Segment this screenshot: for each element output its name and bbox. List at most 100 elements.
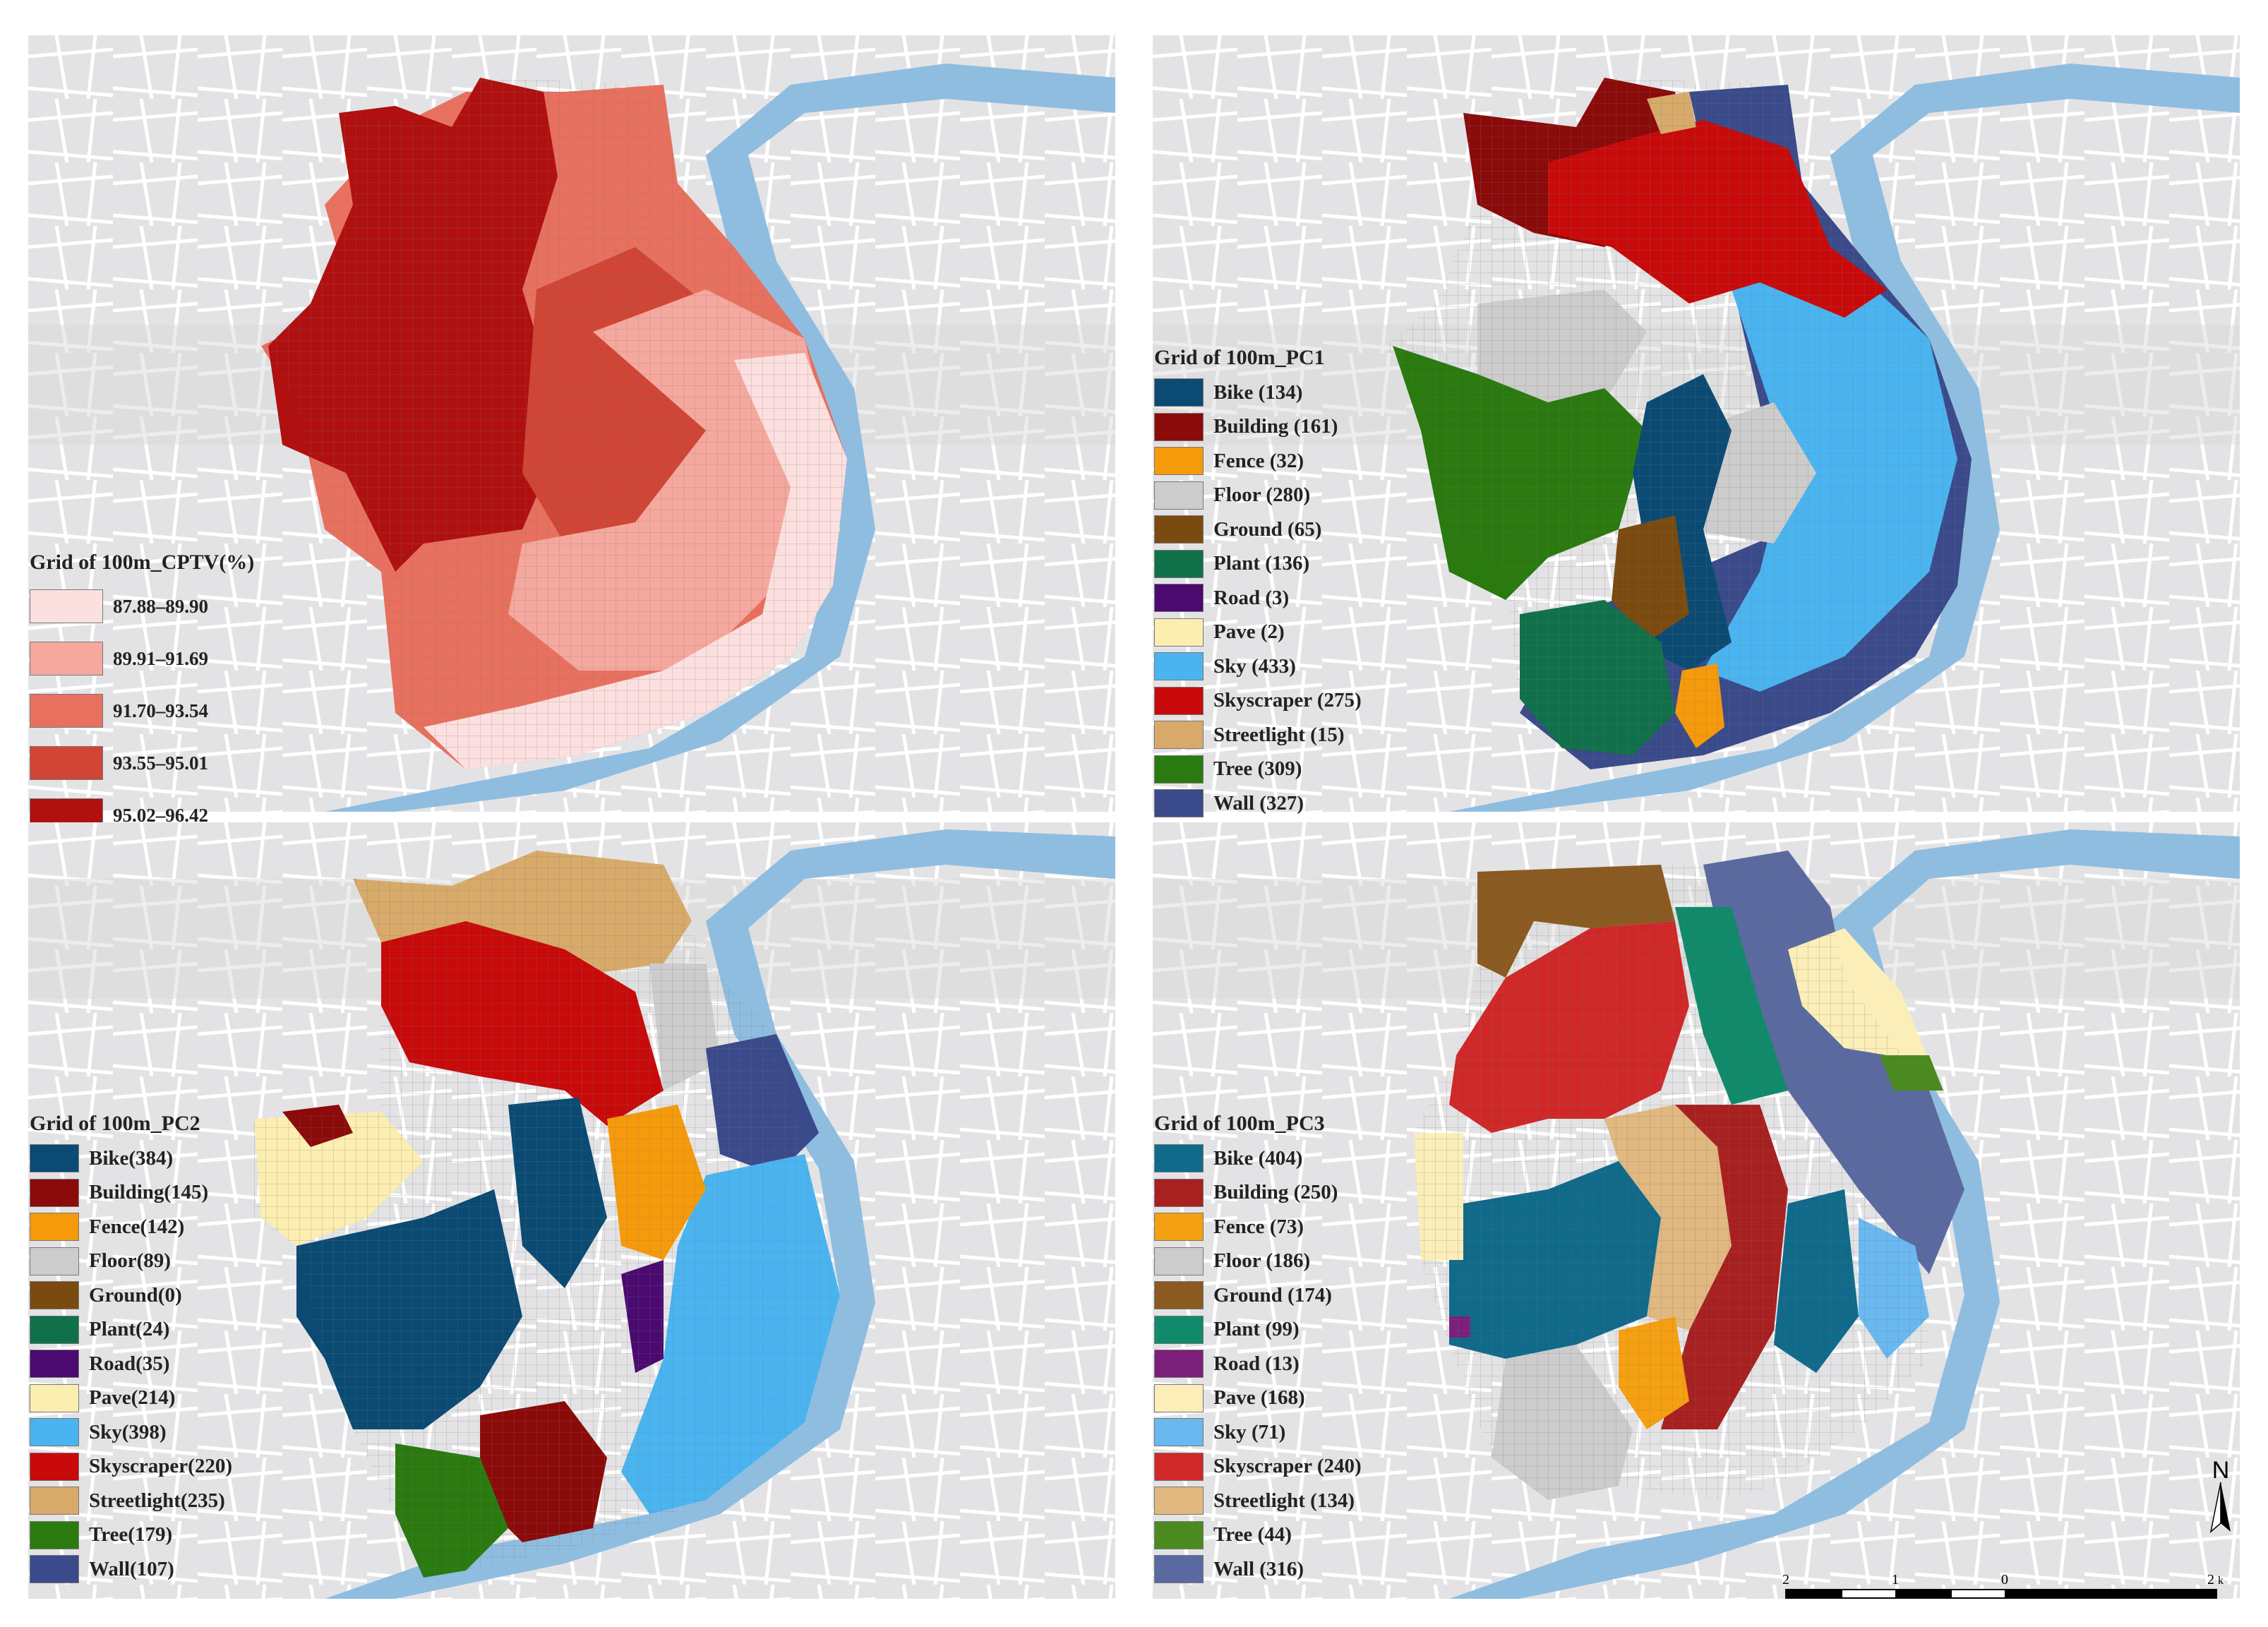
legend-item: Building (250)	[1154, 1176, 1362, 1211]
legend-item: Building (161)	[1154, 410, 1362, 445]
legend-item: Streetlight(235)	[30, 1484, 232, 1518]
legend-item: Wall (327)	[1154, 786, 1362, 821]
legend-label: Building(145)	[89, 1181, 209, 1204]
legend-item: Plant (136)	[1154, 547, 1362, 582]
legend-label: Pave (168)	[1213, 1386, 1305, 1410]
legend-swatch	[30, 746, 103, 780]
legend-label: Plant (136)	[1213, 552, 1310, 575]
legend-label: Wall (316)	[1213, 1557, 1304, 1580]
legend-swatch	[30, 1418, 79, 1447]
legend-item: Sky (71)	[1154, 1415, 1362, 1450]
map-pc2	[28, 822, 1115, 1599]
legend-item: Sky (433)	[1154, 649, 1362, 684]
legend-pc2: Grid of 100m_PC2 Bike(384) Building(145)…	[30, 1112, 232, 1587]
legend-swatch	[1154, 549, 1204, 578]
scale-tick-label: 0	[2001, 1572, 2008, 1587]
legend-item: Fence (73)	[1154, 1210, 1362, 1244]
legend-label: Building (250)	[1213, 1181, 1338, 1204]
legend-swatch	[1154, 1213, 1204, 1242]
legend-swatch	[30, 1350, 79, 1379]
legend-label: Bike (404)	[1213, 1146, 1303, 1170]
legend-pc1: Grid of 100m_PC1 Bike (134) Building (16…	[1154, 346, 1362, 821]
legend-swatch	[1154, 584, 1204, 613]
legend-swatch	[30, 1520, 79, 1549]
legend-item: Bike (134)	[1154, 376, 1362, 410]
legend-swatch	[1154, 618, 1204, 647]
legend-swatch	[1154, 412, 1204, 441]
legend-item: 89.91–91.69	[30, 632, 254, 685]
legend-label: Tree(179)	[89, 1523, 173, 1547]
legend-item: Streetlight (134)	[1154, 1484, 1362, 1518]
legend-swatch	[1154, 789, 1204, 818]
legend-item: 91.70–93.54	[30, 685, 254, 737]
legend-label: Fence(142)	[89, 1215, 185, 1238]
legend-label: Ground (174)	[1213, 1283, 1332, 1307]
scale-tick-label: 1	[1892, 1572, 1899, 1587]
legend-pc3: Grid of 100m_PC3 Bike (404) Building (25…	[1154, 1112, 1362, 1587]
legend-item: Floor (186)	[1154, 1244, 1362, 1279]
map-panel-pc3: Grid of 100m_PC3 Bike (404) Building (25…	[1153, 822, 2240, 1599]
legend-swatch	[1154, 1418, 1204, 1447]
legend-label: Pave(214)	[89, 1386, 176, 1410]
legend-label: Skyscraper (275)	[1213, 689, 1362, 712]
legend-swatch	[1154, 1383, 1204, 1412]
legend-swatch	[1154, 1487, 1204, 1515]
legend-item: Ground (65)	[1154, 512, 1362, 547]
legend-swatch	[1154, 1452, 1204, 1481]
legend-label: Road(35)	[89, 1352, 170, 1375]
legend-label: Skyscraper (240)	[1213, 1455, 1362, 1478]
legend-item: Building(145)	[30, 1176, 232, 1211]
legend-label: Tree (309)	[1213, 757, 1302, 781]
legend-label: Streetlight (15)	[1213, 723, 1345, 746]
legend-label: Fence (73)	[1213, 1215, 1304, 1238]
legend-swatch	[30, 1555, 79, 1584]
map-panel-cptv: Grid of 100m_CPTV(%) 87.88–89.90 89.91–9…	[28, 35, 1115, 832]
legend-swatch	[30, 1315, 79, 1344]
legend-item: Skyscraper (240)	[1154, 1450, 1362, 1484]
legend-label: Floor(89)	[89, 1249, 171, 1273]
legend-swatch	[1154, 1247, 1204, 1275]
legend-swatch	[30, 642, 103, 676]
scale-tick-label: 2	[1782, 1572, 1789, 1587]
legend-label: Plant (99)	[1213, 1318, 1300, 1341]
legend-label: 89.91–91.69	[113, 647, 208, 669]
legend-label: Floor (186)	[1213, 1249, 1311, 1273]
legend-item: Road(35)	[30, 1347, 232, 1381]
legend-item: Ground(0)	[30, 1278, 232, 1313]
legend-item: Floor (280)	[1154, 479, 1362, 513]
scale-bar: 2 1 0 2 km	[1782, 1572, 2224, 1599]
legend-label: 93.55–95.01	[113, 752, 208, 774]
north-label: N	[2212, 1457, 2230, 1484]
legend-item: Floor(89)	[30, 1244, 232, 1279]
legend-swatch	[30, 1281, 79, 1310]
legend-swatch	[1154, 1315, 1204, 1344]
legend-swatch	[1154, 1520, 1204, 1549]
legend-label: Sky(398)	[89, 1420, 167, 1443]
legend-label: Wall (327)	[1213, 791, 1304, 815]
legend-item: Road (3)	[1154, 581, 1362, 616]
legend-swatch	[30, 1144, 79, 1173]
legend-item: Wall(107)	[30, 1552, 232, 1587]
legend-item: Tree(179)	[30, 1518, 232, 1553]
legend-swatch	[30, 1383, 79, 1412]
map-pc1	[1153, 35, 2240, 812]
legend-item: Fence (32)	[1154, 444, 1362, 479]
legend-swatch	[1154, 721, 1204, 750]
legend-item: Road (13)	[1154, 1347, 1362, 1381]
legend-label: Tree (44)	[1213, 1523, 1292, 1547]
legend-item: Pave(214)	[30, 1381, 232, 1416]
legend-swatch	[1154, 1555, 1204, 1584]
legend-swatch	[1154, 515, 1204, 544]
legend-label: 87.88–89.90	[113, 595, 208, 617]
legend-item: Tree (44)	[1154, 1518, 1362, 1553]
legend-item: Bike (404)	[1154, 1141, 1362, 1176]
legend-label: Sky (433)	[1213, 654, 1296, 678]
north-arrow-icon: N	[2209, 1457, 2231, 1533]
legend-label: Pave (2)	[1213, 620, 1285, 644]
map-pc3	[1153, 822, 2240, 1599]
legend-item: Tree (309)	[1154, 752, 1362, 787]
legend-swatch	[1154, 1350, 1204, 1379]
legend-item: Sky(398)	[30, 1415, 232, 1450]
legend-label: Streetlight (134)	[1213, 1489, 1355, 1512]
legend-swatch	[30, 1452, 79, 1481]
